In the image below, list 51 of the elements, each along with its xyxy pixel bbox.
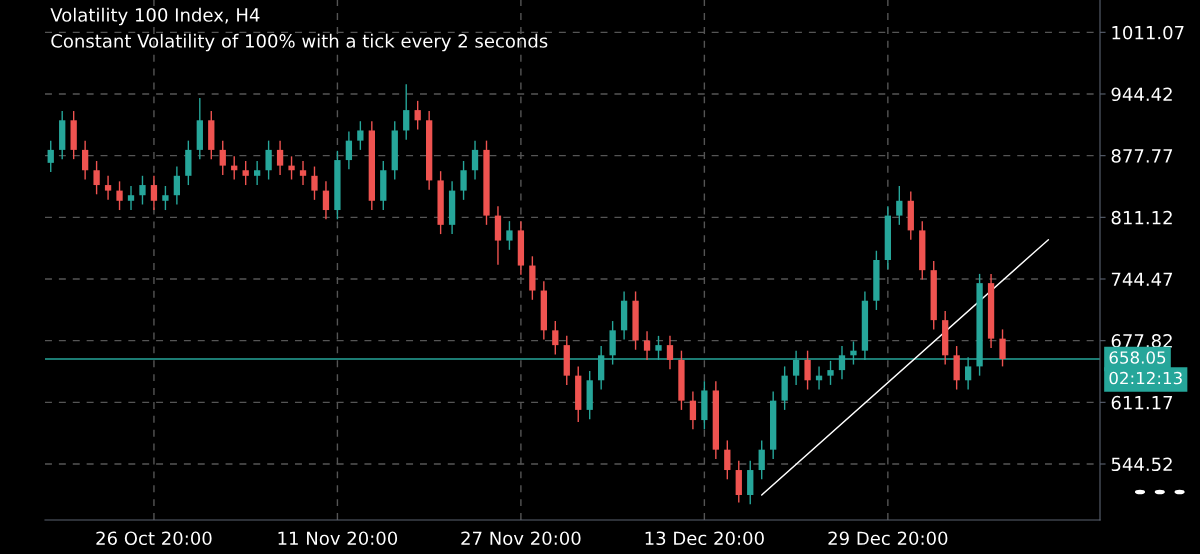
x-tick-label: 27 Nov 20:00 — [461, 531, 581, 546]
candlestick — [643, 330, 651, 361]
y-tick-label: 944.42 — [1111, 87, 1172, 102]
candlestick — [93, 160, 100, 196]
x-tick-label: 26 Oct 20:00 — [96, 531, 212, 546]
candlestick — [81, 139, 89, 181]
candlestick — [173, 165, 181, 206]
candlestick — [242, 160, 249, 186]
candlestick — [345, 130, 353, 171]
candlestick — [219, 139, 226, 176]
x-tick-label: 13 Dec 20:00 — [645, 531, 764, 546]
candlestick — [116, 180, 123, 211]
candlestick — [403, 83, 410, 141]
candlestick — [471, 139, 479, 181]
text: 02:12:13 — [1109, 371, 1182, 385]
candlestick — [127, 185, 135, 211]
candlestick — [804, 349, 811, 391]
candlestick — [758, 439, 765, 480]
candlestick — [460, 160, 467, 201]
candlestick — [104, 175, 112, 201]
y-tick-label: 744.47 — [1111, 272, 1173, 286]
candlestick — [162, 185, 169, 211]
candlestick — [414, 100, 421, 131]
ref-line-label: 658.05 — [1109, 351, 1166, 364]
y-tick-label: 811.12 — [1111, 210, 1172, 225]
candlestick — [47, 139, 54, 173]
candlestick — [276, 139, 284, 176]
chart-title: Volatility 100 Index, H4 — [50, 7, 260, 26]
x-tick-label: 29 Dec 20:00 — [828, 531, 948, 546]
y-tick-label: 1011.07 — [1112, 25, 1184, 40]
y-tick-label: 877.77 — [1111, 149, 1173, 163]
candlestick — [288, 155, 295, 181]
candlestick — [265, 139, 272, 181]
candlestick — [139, 175, 146, 206]
candlestick — [552, 320, 559, 356]
candlestick — [724, 439, 731, 480]
candlestick — [299, 160, 307, 186]
candlestick — [322, 180, 330, 220]
candlestick — [150, 175, 158, 211]
candlestick — [357, 120, 364, 151]
x-tick-label: 11 Nov 20:00 — [278, 531, 398, 546]
candlestick — [896, 185, 903, 226]
candlestick — [506, 220, 513, 251]
y-tick-label: 544.52 — [1111, 457, 1172, 472]
candlestick — [253, 160, 261, 186]
candlestick — [999, 328, 1006, 368]
candlestick — [666, 335, 674, 370]
candlestick — [689, 390, 697, 431]
text: Constant Volatility of 100% with a tick every 2 seconds — [51, 33, 548, 52]
y-tick-label: 611.17 — [1111, 395, 1173, 410]
candlestick — [311, 165, 318, 201]
